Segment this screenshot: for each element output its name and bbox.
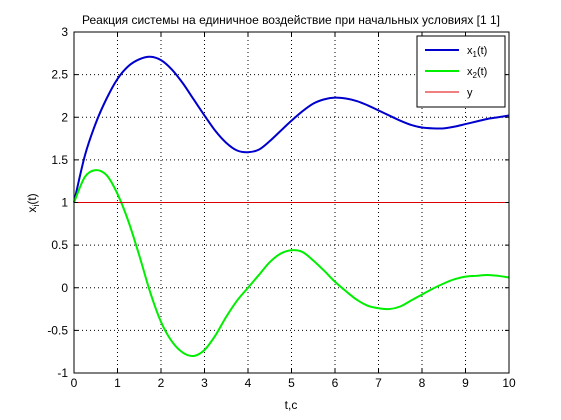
y-tick-label: 0.5 <box>51 238 68 252</box>
y-axis-label: xi(t) <box>25 193 41 212</box>
x-tick-label: 1 <box>114 376 121 390</box>
chart-title: Реакция системы на единичное воздействие… <box>82 13 500 27</box>
x-tick-label: 4 <box>245 376 252 390</box>
y-tick-label: 0 <box>61 281 68 295</box>
x-tick-label: 6 <box>332 376 339 390</box>
y-tick-label: 1 <box>61 196 68 210</box>
legend-label: x1(t) <box>467 45 487 59</box>
x-tick-label: 7 <box>375 376 382 390</box>
x-tick-label: 3 <box>201 376 208 390</box>
y-tick-label: 2 <box>61 110 68 124</box>
x-tick-label: 8 <box>419 376 426 390</box>
legend: x1(t) x2(t) y <box>417 36 505 107</box>
legend-label: x2(t) <box>467 66 487 80</box>
y-tick-label: -1 <box>57 366 68 380</box>
y-tick-label: -0.5 <box>47 323 68 337</box>
y-tick-label: 2.5 <box>51 68 68 82</box>
x-tick-label: 2 <box>158 376 165 390</box>
y-tick-label: 1.5 <box>51 153 68 167</box>
x-tick-label: 9 <box>462 376 469 390</box>
x-tick-label: 10 <box>502 376 516 390</box>
x-axis-label: t,c <box>285 398 298 412</box>
x-tick-label: 0 <box>71 376 78 390</box>
x-tick-label: 5 <box>288 376 295 390</box>
y-tick-label: 3 <box>61 25 68 39</box>
legend-label: y <box>467 87 473 99</box>
